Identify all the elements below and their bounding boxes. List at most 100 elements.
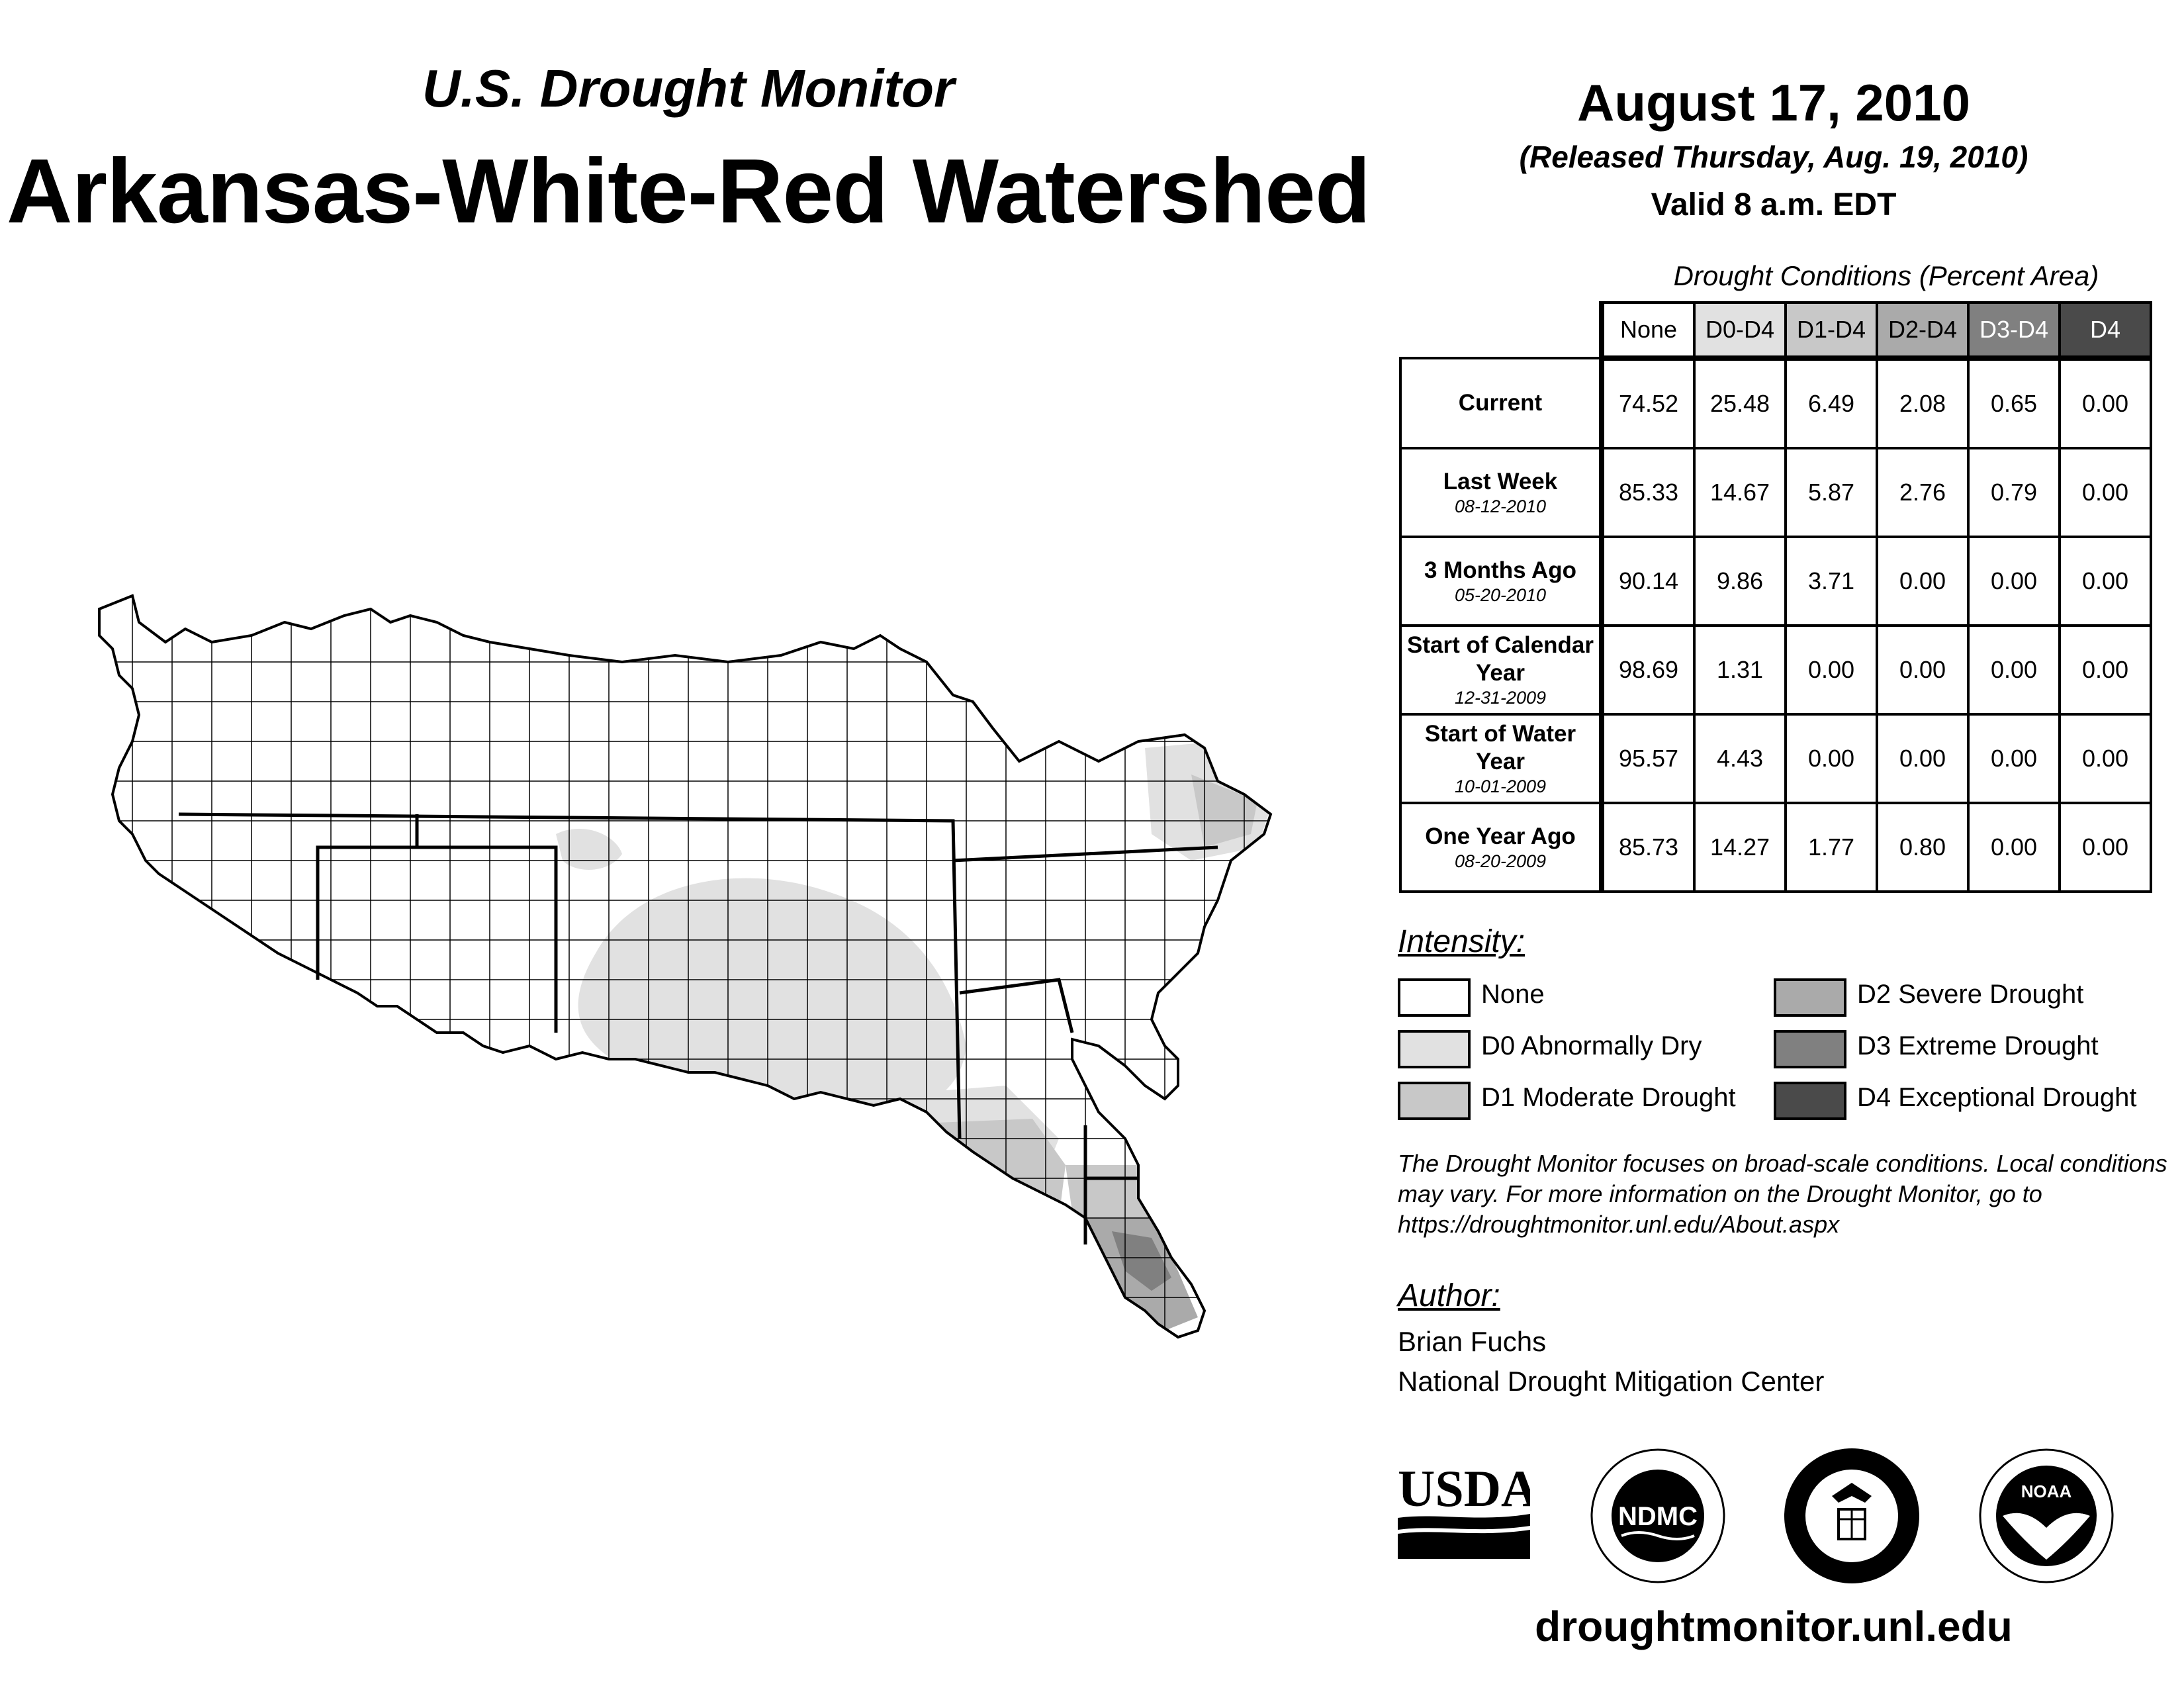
author-name: Brian Fuchs xyxy=(1398,1326,1547,1357)
column-header: None xyxy=(1599,301,1696,361)
table-cell: 2.08 xyxy=(1876,357,1970,449)
table-cell: 2.76 xyxy=(1876,447,1970,538)
table-cell: 14.67 xyxy=(1693,447,1787,538)
row-label: One Year Ago 08-20-2009 xyxy=(1399,802,1603,893)
table-cell: 0.00 xyxy=(1967,624,2061,716)
row-label: 3 Months Ago 05-20-2010 xyxy=(1399,536,1603,627)
valid-time: Valid 8 a.m. EDT xyxy=(1651,187,1897,222)
table-cell: 9.86 xyxy=(1693,536,1787,627)
table-cell: 0.00 xyxy=(1784,713,1878,804)
table-cell: 6.49 xyxy=(1784,357,1878,449)
d1-area-northeast xyxy=(1191,774,1257,847)
row-label: Last Week 08-12-2010 xyxy=(1399,447,1603,538)
watershed-map xyxy=(98,594,1273,1339)
table-cell: 0.00 xyxy=(2058,624,2152,716)
table-row: Start of Water Year 10-01-2009 95.57 4.43… xyxy=(1399,713,2152,804)
ndmc-logo-text: NDMC xyxy=(1618,1502,1698,1531)
map-title: Arkansas-White-Red Watershed xyxy=(6,140,1371,242)
legend-label: D2 Severe Drought xyxy=(1857,980,2084,1009)
legend-label: D4 Exceptional Drought xyxy=(1857,1083,2137,1112)
noaa-logo: NOAA xyxy=(1979,1448,2114,1583)
table-cell: 0.00 xyxy=(1967,802,2061,893)
release-date: (Released Thursday, Aug. 19, 2010) xyxy=(1519,140,2028,174)
author-organization: National Drought Mitigation Center xyxy=(1398,1366,1825,1397)
row-label-text: One Year Ago xyxy=(1425,823,1576,849)
table-row: Start of Calendar Year 12-31-2009 98.69 1… xyxy=(1399,624,2152,716)
author-label: Author: xyxy=(1398,1278,1500,1313)
website-url[interactable]: droughtmonitor.unl.edu xyxy=(1535,1603,2013,1650)
row-label: Start of Water Year 10-01-2009 xyxy=(1399,713,1603,804)
table-cell: 25.48 xyxy=(1693,357,1787,449)
row-label: Start of Calendar Year 12-31-2009 xyxy=(1399,624,1603,716)
row-label-date: 08-12-2010 xyxy=(1454,496,1547,516)
table-cell: 1.77 xyxy=(1784,802,1878,893)
legend-label: None xyxy=(1481,980,1545,1009)
table-row: Last Week 08-12-2010 85.33 14.67 5.87 2.7… xyxy=(1399,447,2152,538)
column-header: D3-D4 xyxy=(1967,301,2061,361)
commerce-logo xyxy=(1784,1448,1919,1583)
table-header-row: None D0-D4 D1-D4 D2-D4 D3-D4 D4 xyxy=(1400,301,2152,361)
table-cell: 90.14 xyxy=(1599,536,1696,627)
column-header: D0-D4 xyxy=(1693,301,1787,361)
table-cell: 0.00 xyxy=(1876,713,1970,804)
state-boundaries xyxy=(178,812,1218,1244)
disclaimer-note: The Drought Monitor focuses on broad-sca… xyxy=(1398,1150,2167,1238)
table-cell: 85.33 xyxy=(1599,447,1696,538)
legend-swatch xyxy=(1398,1030,1471,1068)
usda-logo-text: USDA xyxy=(1398,1460,1530,1517)
legend-swatch xyxy=(1398,1082,1471,1120)
table-cell: 0.00 xyxy=(2058,536,2152,627)
d1-area-south xyxy=(874,1119,1066,1218)
table-cell: 0.00 xyxy=(1967,536,2061,627)
row-label-date: 10-01-2009 xyxy=(1454,776,1547,796)
table-cell: 0.65 xyxy=(1967,357,2061,449)
table-cell: 0.00 xyxy=(2058,713,2152,804)
legend-swatch xyxy=(1774,1082,1846,1120)
county-lines xyxy=(99,596,1271,1337)
watershed-outline xyxy=(98,594,1273,1339)
row-label-date: 12-31-2009 xyxy=(1454,688,1547,708)
table-cell: 98.69 xyxy=(1599,624,1696,716)
row-label: Current xyxy=(1399,357,1603,449)
table-cell: 0.00 xyxy=(2058,357,2152,449)
table-cell: 0.00 xyxy=(2058,447,2152,538)
legend-swatch xyxy=(1774,1030,1846,1068)
row-label-date: 08-20-2009 xyxy=(1454,851,1547,871)
table-cell: 0.79 xyxy=(1967,447,2061,538)
table-row: 3 Months Ago 05-20-2010 90.14 9.86 3.71 0… xyxy=(1399,536,2152,627)
table-cell: 0.00 xyxy=(1967,713,2061,804)
legend-label: D1 Moderate Drought xyxy=(1481,1083,1736,1112)
table-cell: 5.87 xyxy=(1784,447,1878,538)
legend-label: D0 Abnormally Dry xyxy=(1481,1031,1702,1060)
ndmc-logo: NDMC xyxy=(1590,1448,1725,1583)
row-label-text: 3 Months Ago xyxy=(1424,557,1577,583)
row-label-date: 05-20-2010 xyxy=(1454,585,1547,605)
table-cell: 85.73 xyxy=(1599,802,1696,893)
table-row: Current 74.52 25.48 6.49 2.08 0.65 0.00 xyxy=(1399,357,2152,449)
column-header: D2-D4 xyxy=(1876,301,1970,361)
drought-conditions-table: None D0-D4 D1-D4 D2-D4 D3-D4 D4 Current … xyxy=(1399,301,2152,893)
table-cell: 0.00 xyxy=(1784,624,1878,716)
column-header: D4 xyxy=(2058,301,2152,361)
table-cell: 1.31 xyxy=(1693,624,1787,716)
d0-area-kansas xyxy=(556,828,622,870)
table-row: One Year Ago 08-20-2009 85.73 14.27 1.77 … xyxy=(1399,802,2152,893)
table-cell: 74.52 xyxy=(1599,357,1696,449)
table-cell: 14.27 xyxy=(1693,802,1787,893)
noaa-logo-text: NOAA xyxy=(2021,1481,2072,1501)
legend-label: D3 Extreme Drought xyxy=(1857,1031,2099,1060)
legend-swatch xyxy=(1398,978,1471,1017)
legend-swatch xyxy=(1774,978,1846,1017)
usda-logo: USDA xyxy=(1398,1460,1530,1559)
d0-area-central xyxy=(578,878,966,1117)
row-label-text: Current xyxy=(1458,390,1543,416)
table-caption: Drought Conditions (Percent Area) xyxy=(1673,260,2099,291)
legend-title: Intensity: xyxy=(1398,924,1525,959)
row-label-text: Start of Calendar Year xyxy=(1407,632,1594,686)
table-cell: 0.80 xyxy=(1876,802,1970,893)
table-cell: 0.00 xyxy=(1876,624,1970,716)
table-cell: 3.71 xyxy=(1784,536,1878,627)
table-cell: 0.00 xyxy=(1876,536,1970,627)
map-date: August 17, 2010 xyxy=(1577,73,1970,132)
row-label-text: Last Week xyxy=(1443,469,1558,494)
